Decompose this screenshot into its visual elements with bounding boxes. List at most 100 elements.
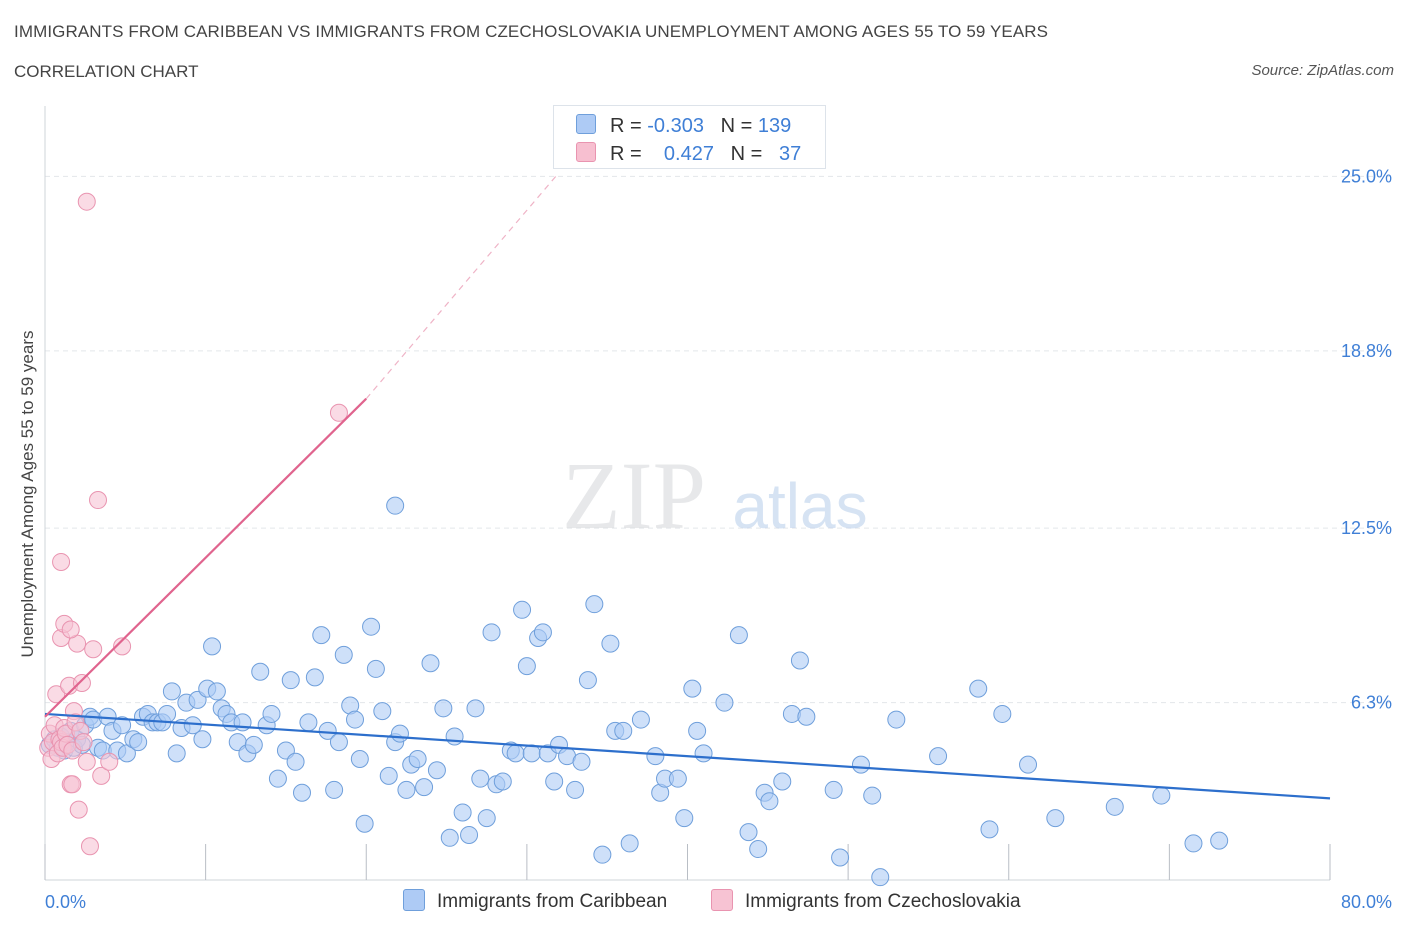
- legend-n-label: N =: [730, 143, 763, 165]
- legend-r-value: 0.427: [663, 143, 714, 165]
- caribbean-point: [281, 671, 300, 690]
- legend-swatch-czechoslovakia: [576, 142, 596, 162]
- y-tick-label: 25.0%: [1341, 166, 1392, 186]
- caribbean-point: [318, 721, 337, 740]
- caribbean-point: [929, 747, 948, 766]
- y-tick-label: 18.8%: [1341, 341, 1392, 361]
- caribbean-point: [863, 786, 882, 805]
- caribbean-point: [293, 783, 311, 802]
- caribbean-point: [545, 772, 564, 791]
- caribbean-point: [646, 747, 665, 766]
- y-tick-label: 12.5%: [1341, 518, 1392, 538]
- caribbean-point: [1019, 755, 1038, 774]
- caribbean-point: [831, 848, 850, 867]
- legend-r-label: R =: [610, 115, 642, 137]
- czechoslovakia-point: [61, 620, 80, 639]
- caribbean-point: [578, 671, 597, 690]
- legend-swatch-caribbean: [576, 114, 596, 134]
- caribbean-point: [493, 772, 512, 791]
- y-tick-label: 6.3%: [1351, 693, 1392, 713]
- caribbean-trend-line: [44, 712, 1331, 800]
- watermark-atlas: atlas: [732, 470, 867, 542]
- bottom-legend-swatch-caribbean: [403, 889, 425, 911]
- caribbean-point: [729, 626, 748, 645]
- caribbean-point: [466, 699, 485, 718]
- caribbean-point: [286, 752, 305, 771]
- series-czechoslovakia-points: [39, 192, 348, 856]
- legend-r-label: R =: [610, 143, 642, 165]
- caribbean-point: [268, 769, 287, 788]
- caribbean-point: [207, 682, 226, 701]
- czechoslovakia-point: [329, 403, 348, 422]
- caribbean-point: [362, 617, 381, 636]
- legend-r-value: -0.303: [647, 115, 704, 137]
- caribbean-point: [434, 699, 453, 718]
- caribbean-point: [683, 679, 702, 698]
- caribbean-point: [1184, 834, 1203, 853]
- bottom-legend-czechoslovakia: Immigrants from Czechoslovakia: [711, 889, 1021, 913]
- caribbean-point: [824, 780, 843, 799]
- caribbean-point: [773, 772, 792, 791]
- bottom-legend-label-caribbean: Immigrants from Caribbean: [437, 891, 668, 912]
- czechoslovakia-point: [113, 637, 132, 656]
- czechoslovakia-point: [100, 752, 119, 771]
- legend-n-value: 139: [757, 115, 792, 137]
- caribbean-point: [739, 823, 758, 842]
- caribbean-point: [262, 704, 281, 723]
- x-tick-label: 0.0%: [45, 892, 86, 912]
- caribbean-point: [129, 733, 148, 752]
- caribbean-point: [346, 710, 365, 729]
- caribbean-point: [614, 721, 633, 740]
- czechoslovakia-trend-extension: [365, 175, 557, 400]
- caribbean-point: [797, 707, 816, 726]
- caribbean-point: [325, 780, 344, 799]
- caribbean-point: [980, 820, 999, 839]
- caribbean-point: [1210, 831, 1229, 850]
- chart-subtitle: CORRELATION CHART: [14, 62, 199, 81]
- caribbean-point: [386, 496, 405, 515]
- legend-n-value: 37: [779, 143, 802, 165]
- caribbean-point: [1152, 786, 1171, 805]
- czechoslovakia-point: [77, 752, 96, 771]
- series-caribbean-points: [40, 496, 1229, 887]
- source-label: Source: ZipAtlas.com: [1251, 62, 1394, 79]
- caribbean-point: [244, 735, 263, 754]
- caribbean-point: [299, 713, 318, 732]
- czechoslovakia-point: [92, 766, 111, 785]
- caribbean-point: [203, 637, 222, 656]
- caribbean-point: [506, 744, 525, 763]
- czechoslovakia-point: [69, 800, 88, 819]
- caribbean-point: [460, 825, 479, 844]
- caribbean-point: [471, 769, 490, 788]
- caribbean-point: [373, 702, 392, 721]
- caribbean-point: [566, 780, 585, 799]
- caribbean-point: [408, 749, 427, 768]
- czechoslovakia-trend-line: [44, 397, 368, 718]
- bottom-legend-label-czechoslovakia: Immigrants from Czechoslovakia: [745, 891, 1021, 912]
- caribbean-point: [749, 840, 768, 859]
- trend-lines: [44, 175, 1331, 800]
- caribbean-point: [445, 727, 464, 746]
- caribbean-point: [193, 730, 212, 749]
- czechoslovakia-point: [74, 733, 93, 752]
- caribbean-point: [453, 803, 472, 822]
- caribbean-point: [513, 600, 532, 619]
- legend-n-label: N =: [720, 115, 753, 137]
- caribbean-point: [355, 814, 374, 833]
- caribbean-point: [350, 749, 369, 768]
- bottom-legend-caribbean: Immigrants from Caribbean: [403, 889, 667, 913]
- chart-title: IMMIGRANTS FROM CARIBBEAN VS IMMIGRANTS …: [14, 22, 1049, 41]
- czechoslovakia-point: [89, 491, 108, 510]
- caribbean-point: [572, 752, 591, 771]
- caribbean-point: [162, 682, 181, 701]
- caribbean-point: [1105, 797, 1124, 816]
- czechoslovakia-point: [77, 192, 96, 211]
- caribbean-point: [421, 654, 440, 673]
- caribbean-point: [631, 710, 650, 729]
- caribbean-point: [427, 761, 446, 780]
- czechoslovakia-point: [84, 640, 103, 659]
- caribbean-point: [482, 623, 501, 642]
- caribbean-point: [390, 724, 409, 743]
- caribbean-point: [969, 679, 988, 698]
